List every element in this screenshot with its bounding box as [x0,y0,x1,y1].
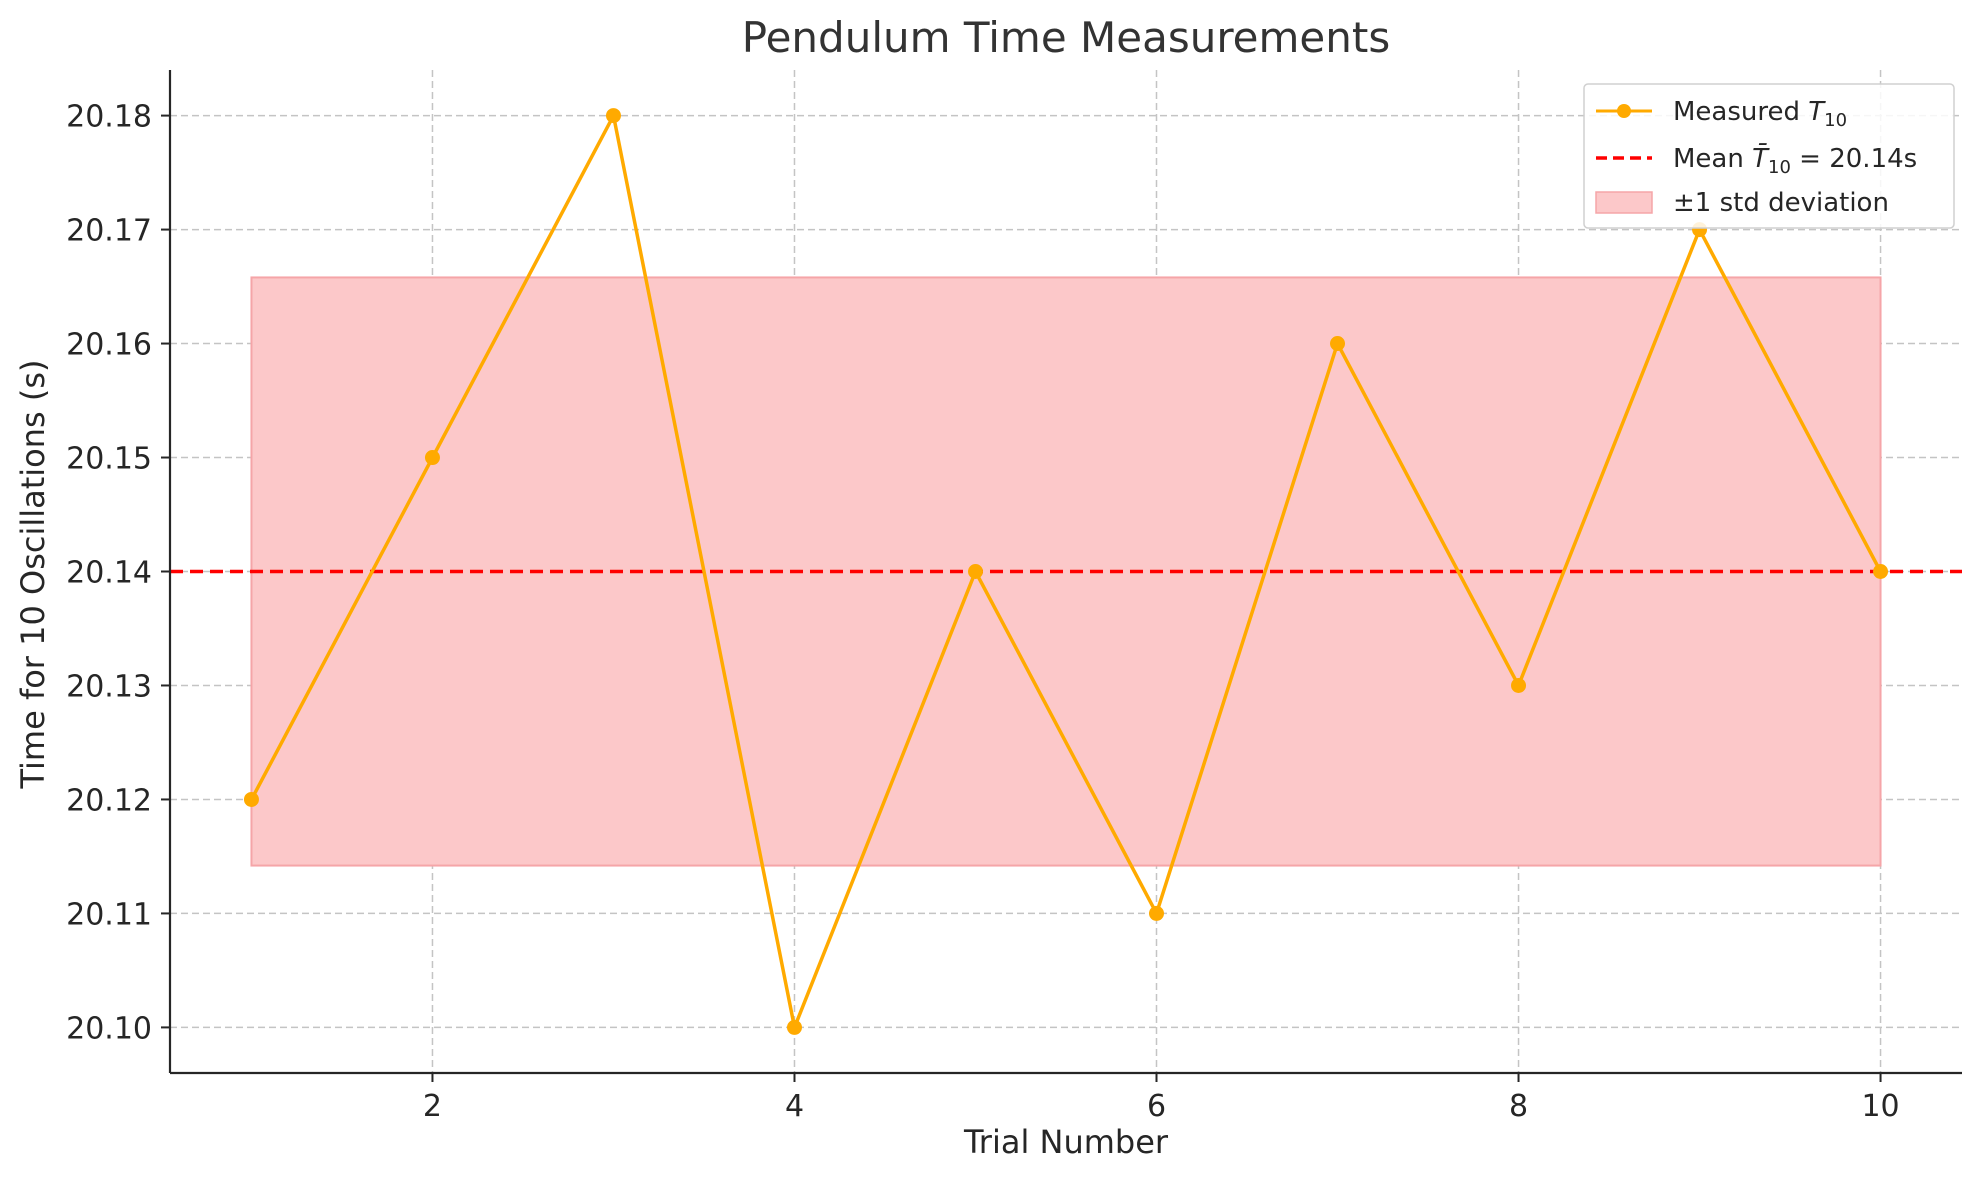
data-point [967,564,983,579]
chart-title: Pendulum Time Measurements [742,13,1390,62]
y-tick-label: 20.11 [66,897,152,932]
legend: Measured T10 Mean T̄10 = 20.14s ±1 std d… [1583,83,1955,229]
y-tick-label: 20.10 [66,1011,152,1046]
y-tick-label: 20.17 [66,214,152,249]
x-tick-label: 6 [1147,1089,1166,1124]
data-point [1330,336,1346,352]
y-tick-label: 20.16 [66,328,152,363]
legend-item-measured: Measured T10 [1596,97,1847,131]
legend-label-measured: Measured T10 [1673,97,1847,131]
data-point [605,108,621,124]
y-tick-label: 20.13 [66,669,152,704]
data-point [1149,905,1165,921]
legend-item-mean: Mean T̄10 = 20.14s [1596,142,1917,178]
y-tick-label: 20.12 [66,783,152,818]
legend-frame [1583,83,1955,229]
x-tick-label: 10 [1861,1089,1899,1124]
data-point [1873,564,1889,579]
x-tick-label: 4 [785,1089,804,1124]
y-tick-label: 20.15 [66,442,152,477]
x-axis-label: Trial Number [963,1123,1169,1161]
ticks: 2 4 6 8 10 20.10 20.11 20.12 20.13 20.14 20.15 20.1… [66,100,1900,1124]
legend-patch-std [1595,191,1653,214]
data-point [786,1019,802,1035]
x-tick-label: 8 [1509,1089,1528,1124]
data-point [243,791,259,807]
y-tick-label: 20.14 [66,556,152,591]
legend-label-mean: Mean T̄10 = 20.14s [1673,142,1917,178]
legend-marker-measured [1617,104,1631,118]
data-point [424,450,440,466]
x-tick-label: 2 [423,1089,442,1124]
y-axis-label: Time for 10 Oscillations (s) [14,359,52,789]
data-point [1511,677,1527,693]
y-tick-label: 20.18 [66,100,152,135]
legend-label-std: ±1 std deviation [1673,188,1889,218]
legend-item-std: ±1 std deviation [1595,188,1889,218]
series-line [249,110,1883,1034]
